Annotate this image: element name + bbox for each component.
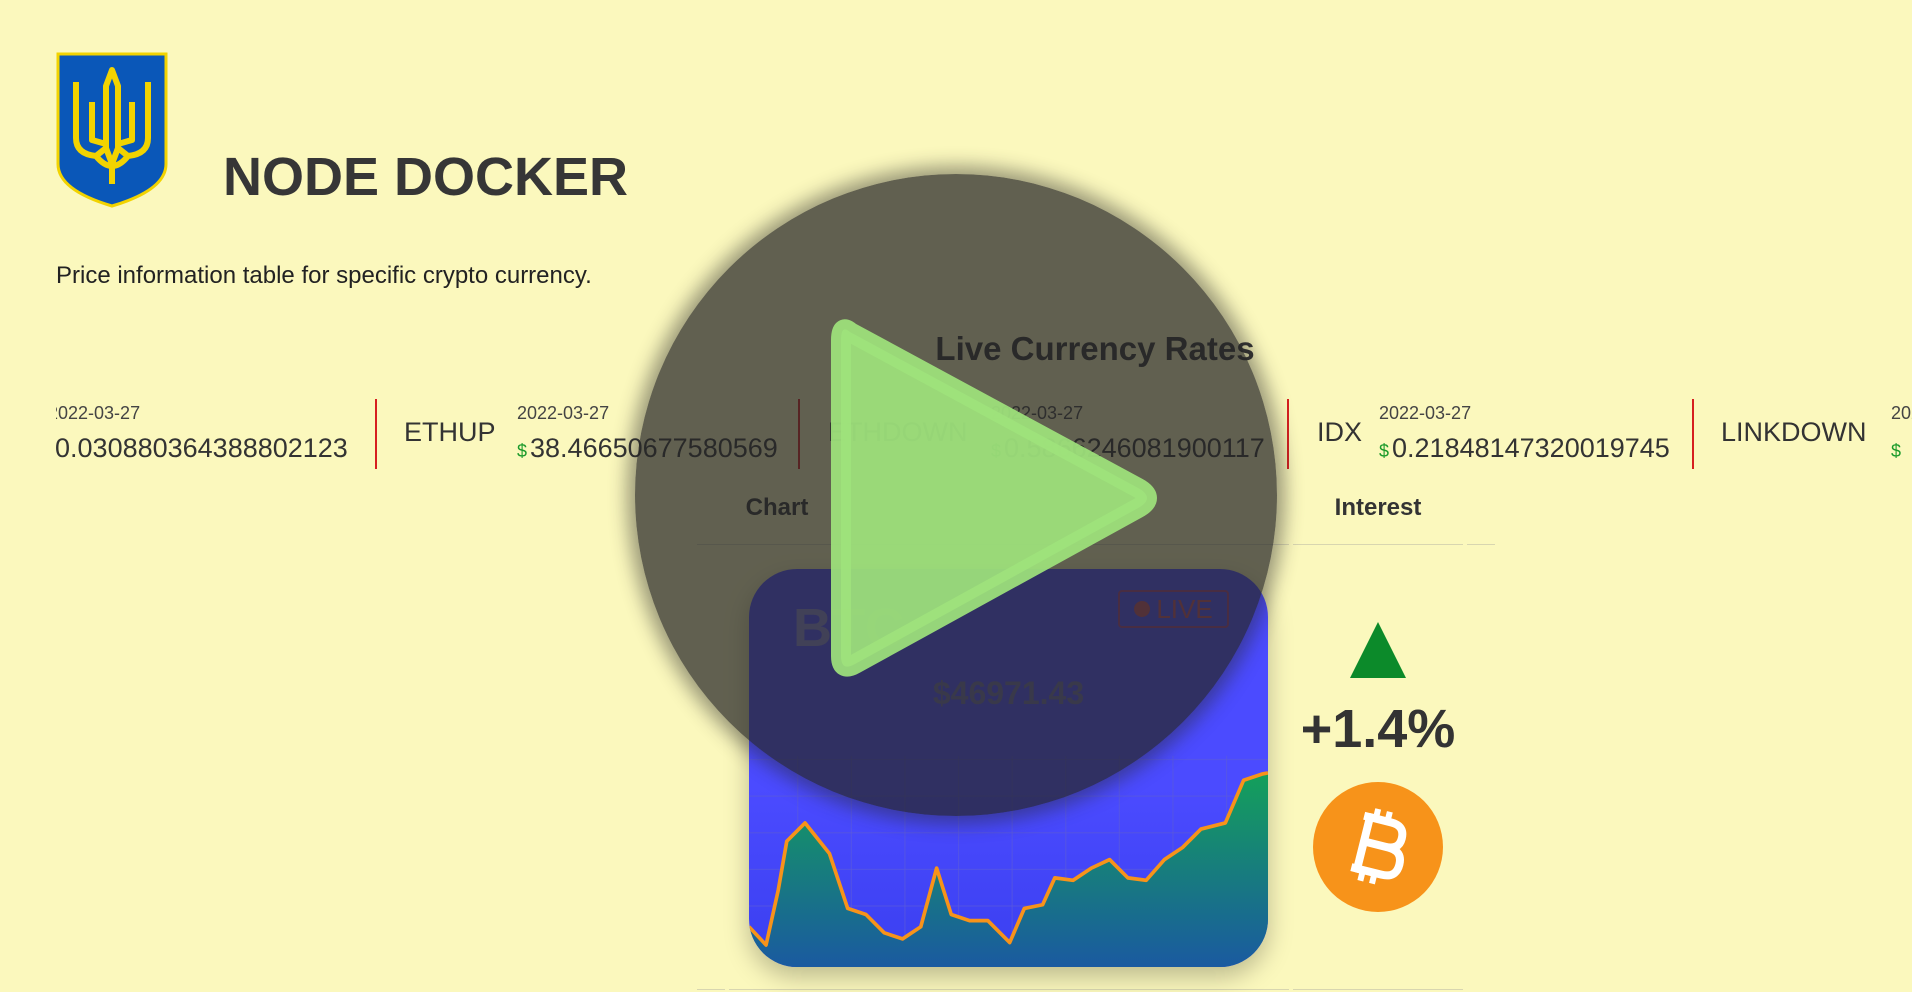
ticker-price: $0.21848147320019745	[1379, 433, 1670, 464]
ticker-name: LINKDOWN	[1721, 417, 1867, 447]
currency: $	[1891, 441, 1902, 461]
bitcoin-icon	[1313, 782, 1443, 912]
emblem	[56, 52, 168, 208]
header-rule	[1293, 544, 1463, 545]
price: 0.21848147320019745	[1392, 433, 1670, 463]
ticker-date: 2022-03-27	[56, 403, 141, 423]
header-rule	[1467, 544, 1495, 545]
separator	[375, 399, 377, 469]
description: Price information table for specific cry…	[56, 262, 592, 289]
separator	[1287, 399, 1289, 469]
row-rule	[697, 989, 725, 990]
column-header: Interest	[1334, 494, 1422, 521]
ticker-name: IDX	[1317, 417, 1363, 447]
currency: $	[1379, 441, 1390, 461]
ticker-date: 2022-03-27	[1379, 403, 1472, 423]
ticker-date: 2022-03-27	[1891, 403, 1912, 423]
currency: $	[517, 441, 528, 461]
play-button[interactable]	[830, 312, 1160, 684]
change-percent: +1.4%	[1300, 699, 1456, 759]
row-rule	[1293, 989, 1463, 990]
price: 0.030880364388802123	[56, 433, 348, 463]
up-arrow	[1350, 622, 1406, 678]
ticker-name: ETHUP	[404, 417, 496, 447]
separator	[1692, 399, 1694, 469]
ticker-price: $	[1891, 433, 1904, 464]
ticker-price: $0.030880364388802123	[56, 433, 348, 464]
row-rule	[729, 989, 1289, 990]
page-title: NODE DOCKER	[223, 147, 629, 207]
ticker-date: 2022-03-27	[517, 403, 610, 423]
